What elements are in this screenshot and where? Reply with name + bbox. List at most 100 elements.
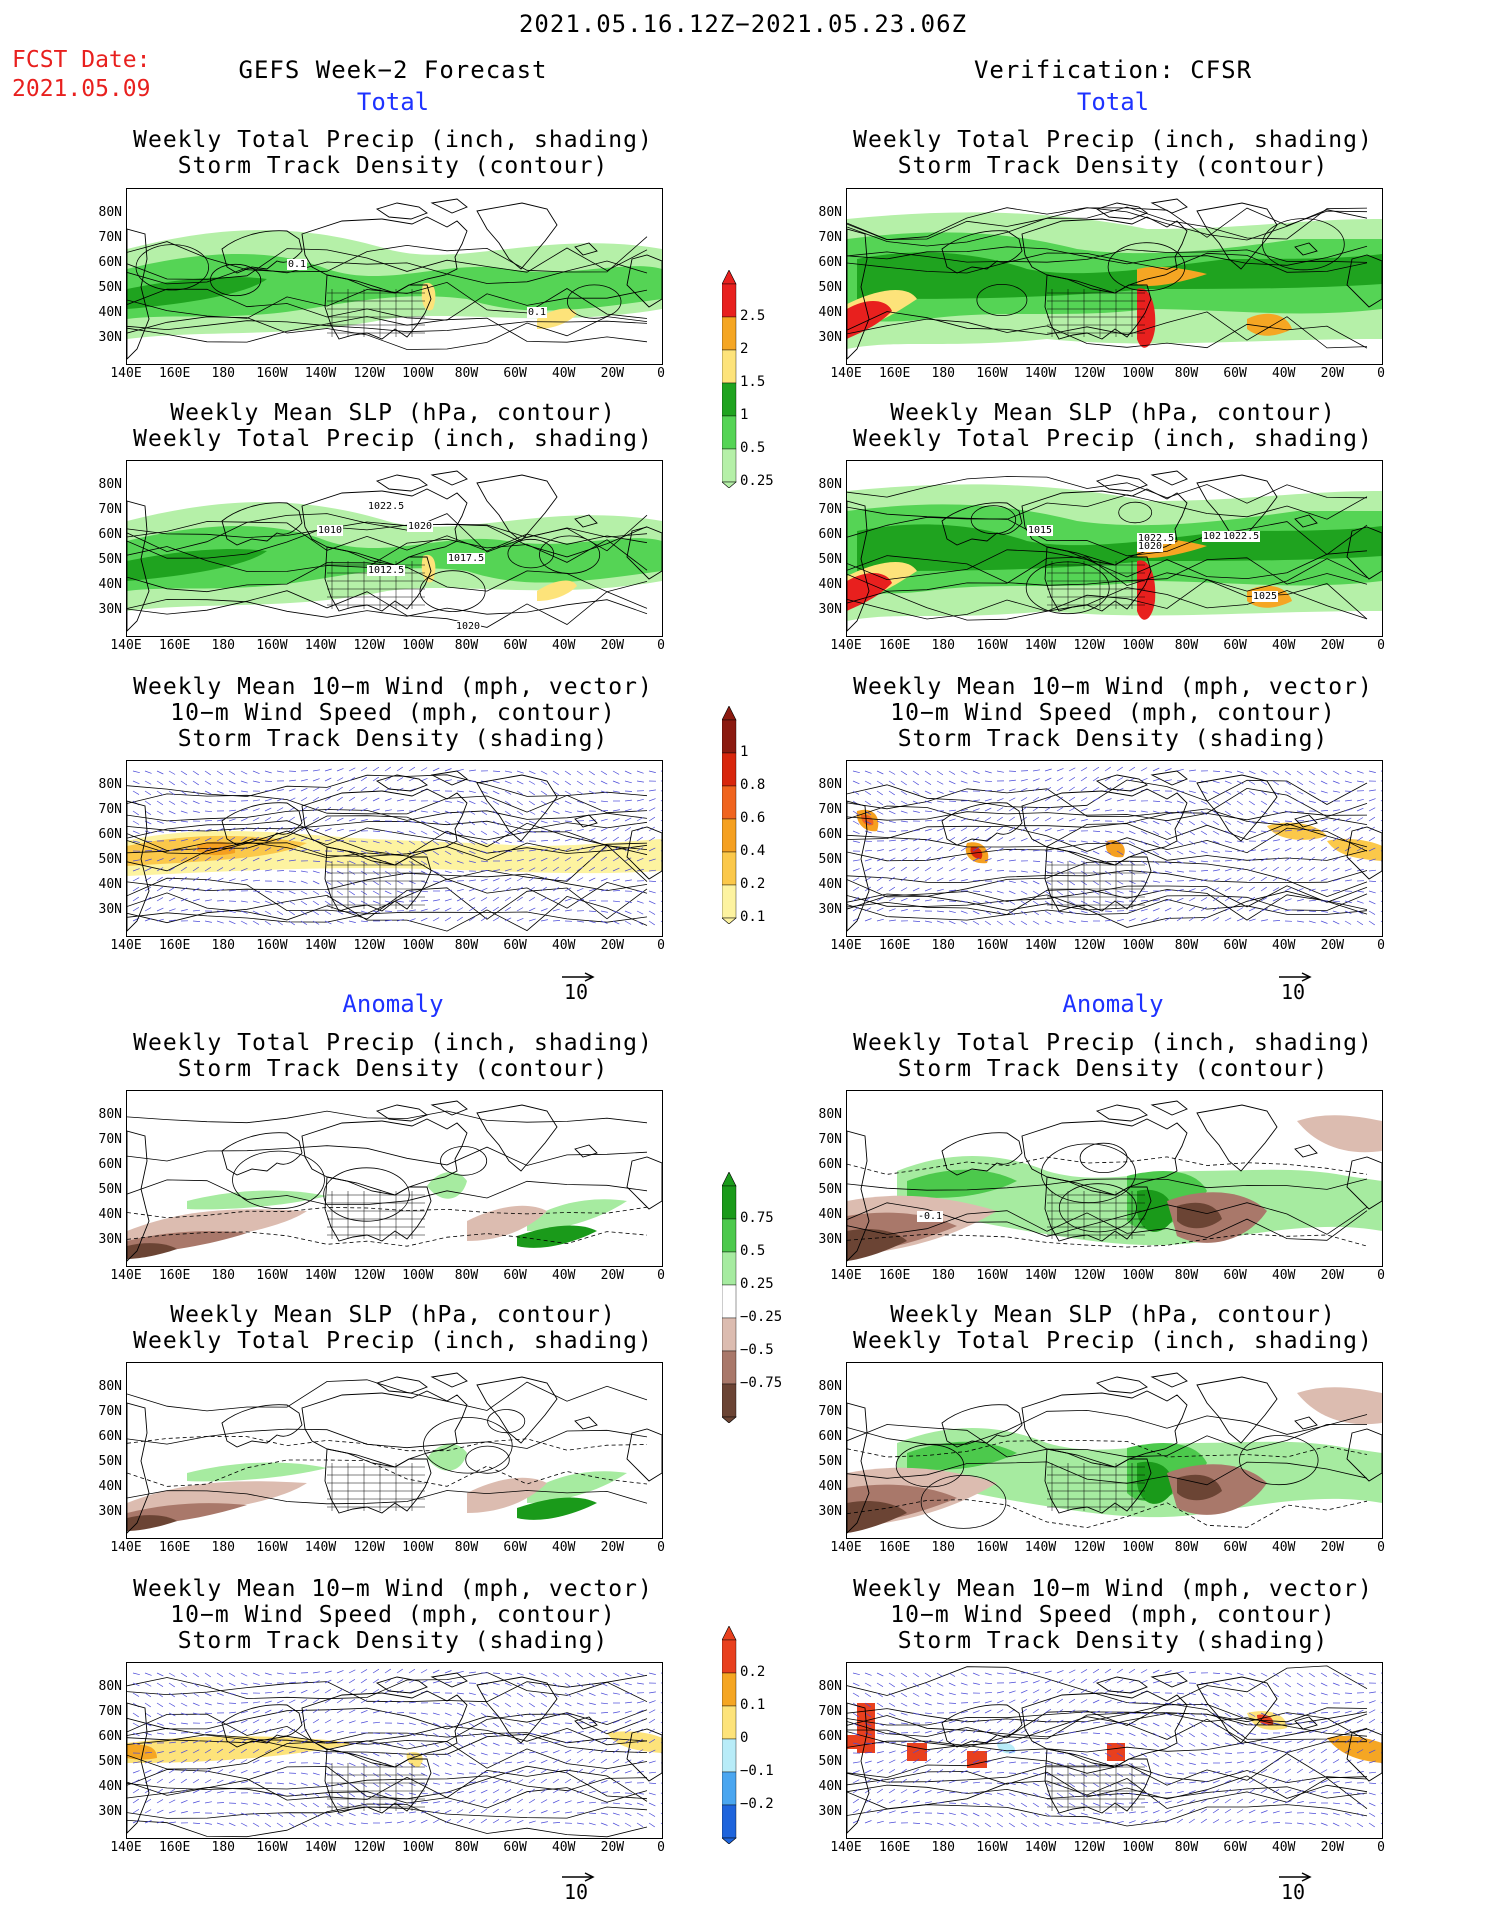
colorbar-tick-label: 0.1	[740, 1697, 766, 1713]
lon-tick-label: 20W	[600, 1268, 625, 1283]
colorbar-tick-label: −0.5	[740, 1342, 774, 1358]
lon-tick-label: 180	[211, 938, 236, 953]
lat-tick-label: 40N	[818, 304, 842, 320]
lat-tick-label: 50N	[98, 551, 122, 567]
lon-tick-label: 180	[211, 366, 236, 381]
colorbar-tick-label: 0.25	[740, 1276, 774, 1292]
lon-tick-label: 160W	[256, 638, 288, 653]
lat-tick-label: 40N	[98, 876, 122, 892]
lon-tick-label: 60W	[1223, 1540, 1247, 1555]
contour-label: 1015	[1027, 525, 1054, 536]
vector-reference-label: 10	[564, 1880, 589, 1904]
lat-tick-label: 40N	[98, 304, 122, 320]
lon-tick-label: 120W	[353, 638, 385, 653]
lon-tick-label: 100W	[1122, 1840, 1154, 1855]
lon-tick-label: 140W	[304, 1540, 337, 1555]
lat-tick-label: 30N	[818, 1231, 842, 1247]
panel-title: Weekly Mean 10−m Wind (mph, vector) 10−m …	[853, 674, 1373, 752]
lon-tick-label: 60W	[1223, 938, 1247, 953]
lon-tick-label: 0	[1377, 638, 1385, 653]
lon-tick-label: 120W	[353, 1540, 385, 1555]
lon-tick-label: 40W	[1271, 366, 1296, 381]
lat-tick-label: 80N	[98, 1378, 122, 1394]
lat-tick-label: 80N	[98, 1106, 122, 1122]
lat-tick-label: 50N	[98, 1453, 122, 1469]
panel-title: Weekly Total Precip (inch, shading) Storm…	[133, 1030, 653, 1082]
lat-tick-label: 60N	[98, 1728, 122, 1744]
colorbar-tick-label: 0.1	[740, 909, 766, 925]
lon-tick-label: 120W	[353, 938, 385, 953]
colorbar-tick-label: 0.8	[740, 777, 766, 793]
contour-label: 1022.5	[367, 501, 406, 512]
lat-tick-label: 50N	[98, 279, 122, 295]
vector-reference-arrow-icon	[560, 1868, 596, 1887]
lon-tick-label: 160W	[976, 1840, 1008, 1855]
lon-tick-label: 20W	[600, 638, 625, 653]
lon-tick-label: 140W	[304, 1840, 337, 1855]
lon-tick-label: 140W	[1024, 638, 1057, 653]
lon-tick-label: 0	[657, 1840, 665, 1855]
lon-tick-label: 40W	[1271, 1840, 1296, 1855]
colorbar-tick-label: −0.75	[740, 1375, 783, 1391]
lon-tick-label: 140W	[1024, 366, 1057, 381]
lon-tick-label: 0	[1377, 366, 1385, 381]
lat-tick-label: 30N	[98, 1803, 122, 1819]
lon-tick-label: 100W	[1122, 938, 1154, 953]
panel-title: Weekly Mean SLP (hPa, contour) Weekly Tot…	[853, 1302, 1373, 1354]
lon-tick-label: 140E	[110, 1840, 142, 1855]
lon-tick-label: 80W	[1174, 938, 1199, 953]
lat-tick-label: 50N	[98, 1753, 122, 1769]
lon-tick-label: 140E	[830, 1540, 862, 1555]
lat-tick-label: 60N	[818, 254, 842, 270]
lat-tick-label: 30N	[98, 329, 122, 345]
lon-tick-label: 60W	[1223, 366, 1247, 381]
lon-tick-label: 140E	[110, 1540, 142, 1555]
lon-tick-label: 0	[1377, 1840, 1385, 1855]
lon-tick-label: 160E	[878, 1268, 911, 1283]
lon-tick-label: 40W	[551, 366, 576, 381]
panel-title: Weekly Total Precip (inch, shading) Storm…	[133, 127, 653, 179]
lat-tick-label: 60N	[98, 826, 122, 842]
lon-tick-label: 0	[1377, 1540, 1385, 1555]
vector-reference-label: 10	[1281, 980, 1306, 1004]
lat-tick-label: 80N	[818, 1378, 842, 1394]
left-total-heading: Total	[356, 88, 430, 116]
lon-tick-label: 160E	[878, 1540, 911, 1555]
colorbar-tick-label: −0.2	[740, 1796, 774, 1812]
map-panel-forecast-precip-anomaly	[126, 1090, 663, 1267]
contour-label: 1017.5	[447, 553, 486, 564]
map-panel-verification-wind-total	[846, 760, 1383, 937]
lat-tick-label: 40N	[818, 1206, 842, 1222]
lon-tick-label: 20W	[600, 366, 625, 381]
fcst-date-value: 2021.05.09	[12, 76, 151, 102]
lat-tick-label: 70N	[818, 1403, 842, 1419]
lat-tick-label: 30N	[818, 1503, 842, 1519]
lat-tick-label: 80N	[818, 476, 842, 492]
lat-tick-label: 70N	[98, 1403, 122, 1419]
lon-tick-label: 100W	[402, 1540, 434, 1555]
lat-tick-label: 80N	[818, 1678, 842, 1694]
lon-tick-label: 100W	[1122, 638, 1154, 653]
contour-label: 1022.5	[1222, 531, 1261, 542]
contour-label: 102	[1202, 531, 1223, 542]
lon-tick-label: 120W	[1073, 1540, 1105, 1555]
contour-label: 1020	[1137, 541, 1164, 552]
lat-tick-label: 80N	[818, 776, 842, 792]
panel-title: Weekly Mean SLP (hPa, contour) Weekly Tot…	[853, 400, 1373, 452]
lon-tick-label: 160W	[976, 938, 1008, 953]
lon-tick-label: 60W	[503, 366, 527, 381]
lon-tick-label: 80W	[454, 638, 479, 653]
lon-tick-label: 0	[657, 1268, 665, 1283]
lon-tick-label: 100W	[1122, 1540, 1154, 1555]
colorbar-storm-density-total: 1 0.8 0.6 0.4 0.2 0.1	[721, 705, 765, 928]
lon-tick-label: 60W	[1223, 1840, 1247, 1855]
lon-tick-label: 20W	[1320, 638, 1345, 653]
lon-tick-label: 180	[931, 366, 956, 381]
period-title: 2021.05.16.12Z−2021.05.23.06Z	[518, 10, 968, 38]
lon-tick-label: 160W	[256, 366, 288, 381]
lon-tick-label: 20W	[600, 938, 625, 953]
lon-tick-label: 160W	[256, 1540, 288, 1555]
lon-tick-label: 160E	[878, 938, 911, 953]
colorbar-tick-label: 0.5	[740, 1243, 766, 1259]
lon-tick-label: 160W	[976, 638, 1008, 653]
